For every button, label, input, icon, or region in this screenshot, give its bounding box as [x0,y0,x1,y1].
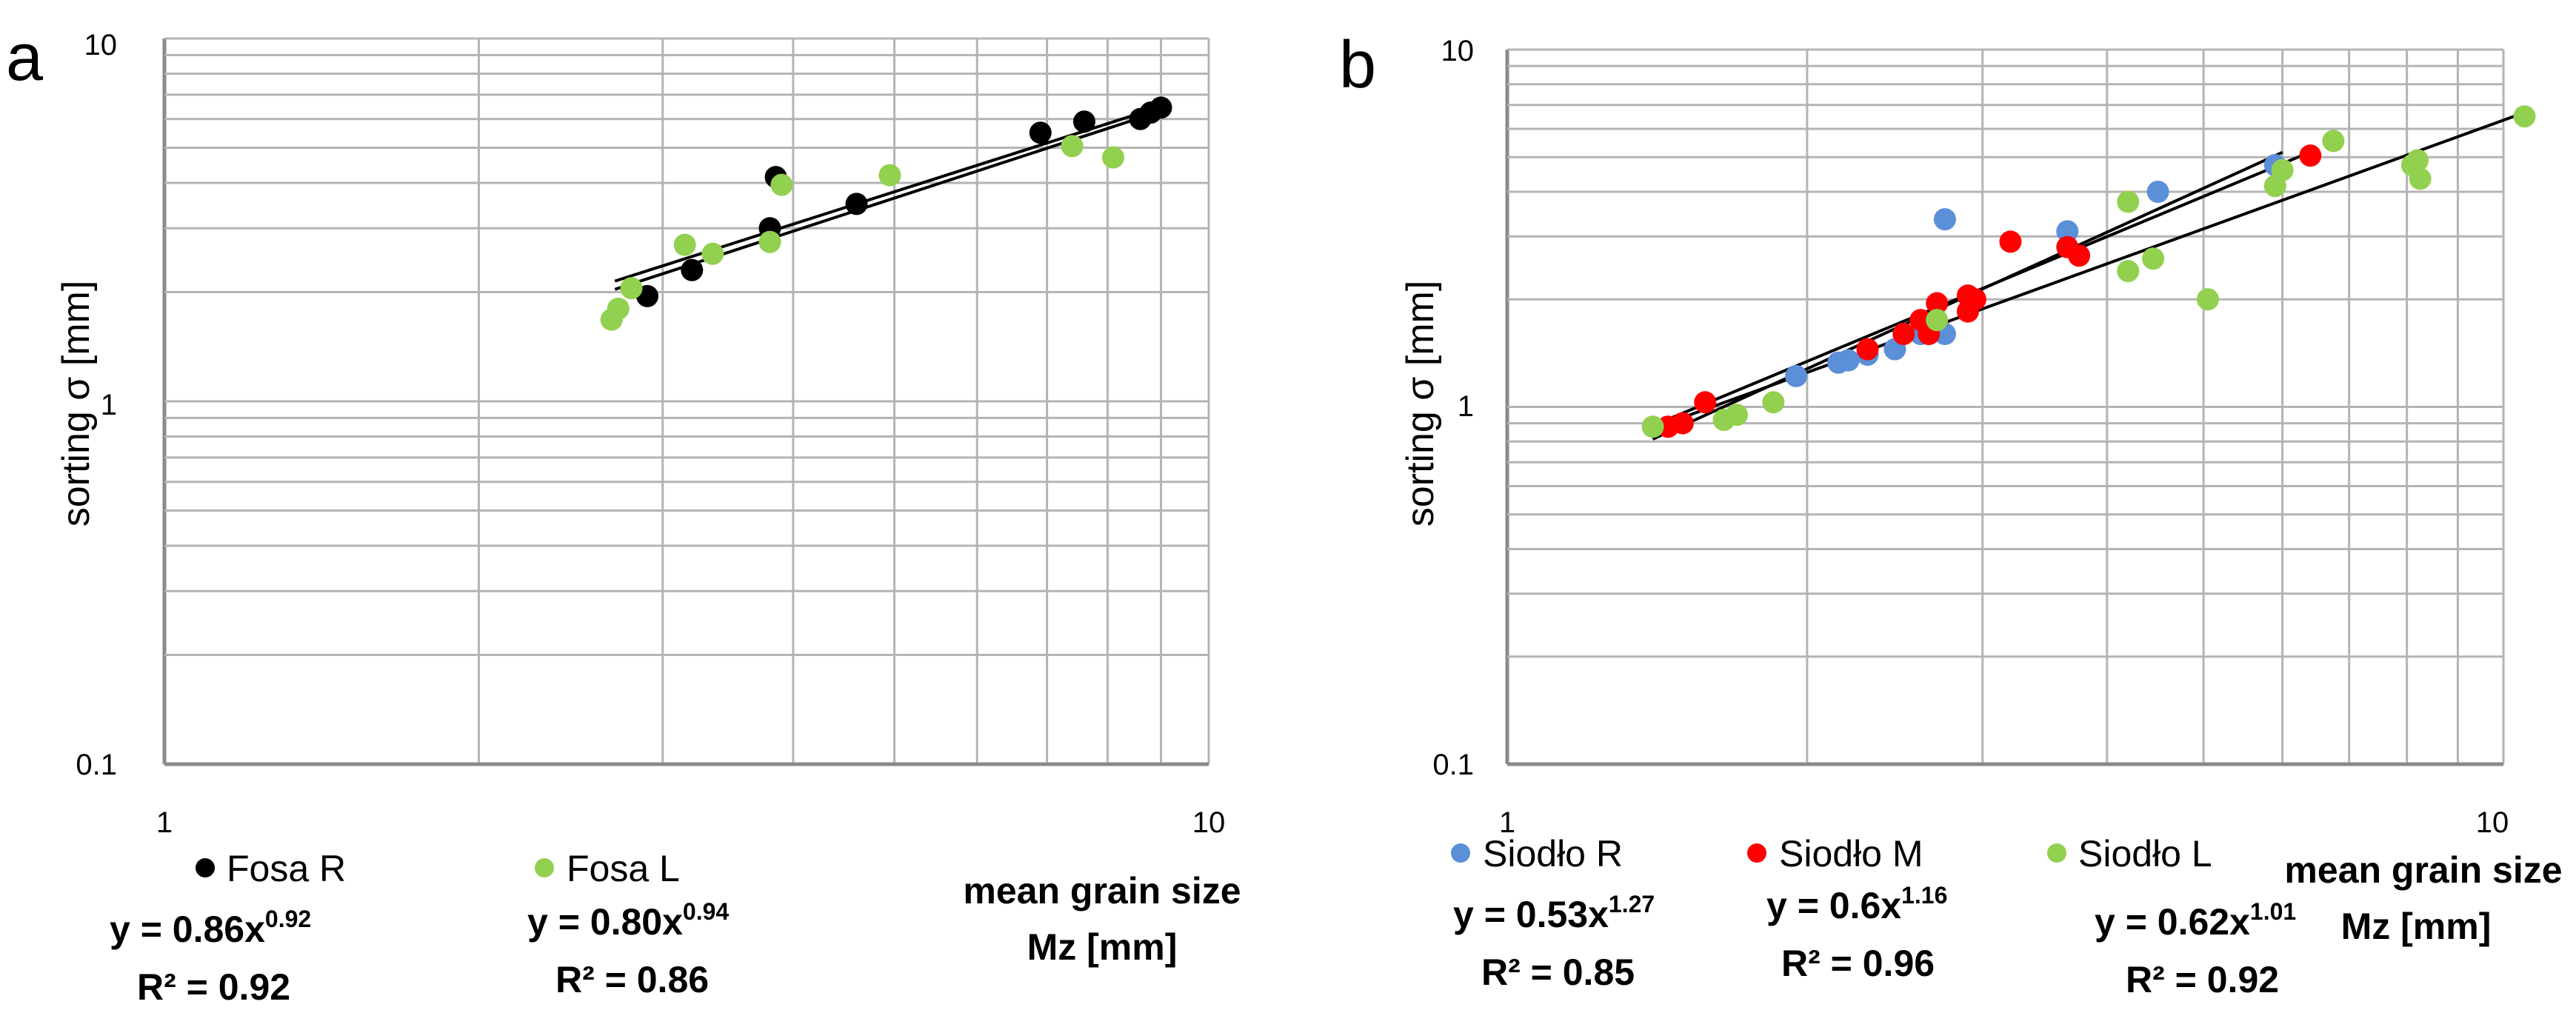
data-point-siodło-r [1837,349,1860,372]
legend-fosa-l-label: Fosa L [567,848,680,889]
fit-line-siodło-m [1652,150,2312,427]
panel-b-ytick-1: 1 [1458,390,1474,423]
panel-a-ytick-10: 10 [84,29,118,61]
panel-b-xlabel-line1: mean grain size [2284,849,2562,891]
panel-b: b 0.1 1 10 1 10 sorting σ [mm] Siodło R … [1339,28,2563,1000]
fosa-r-r2: R² = 0.92 [137,966,290,1008]
panel-b-fit-lines [1652,111,2526,441]
panel-b-xtick-10: 10 [2476,806,2509,839]
legend-siodlo-l-marker [2047,843,2066,863]
data-point-siodło-m [2068,244,2091,267]
data-point-siodło-l [2409,167,2432,190]
data-point-fosa-r [681,258,704,281]
data-point-siodło-l [2196,288,2219,311]
fit-line-fosa-r [614,105,1162,283]
panel-b-xlabel-line2: Mz [mm] [2341,906,2492,947]
fosa-r-equation: y = 0.86x0.92 [110,906,311,950]
legend-fosa-r-marker [196,858,215,877]
data-point-siodło-r [2056,220,2079,243]
panel-a-ylabel: sorting σ [mm] [55,281,98,527]
panel-a-xlabel-line2: Mz [mm] [1027,926,1178,968]
data-point-siodło-l [2513,105,2536,128]
data-point-fosa-l [701,242,724,265]
panel-b-letter: b [1339,28,1376,102]
data-point-fosa-l [673,233,696,256]
data-point-siodło-l [2271,158,2294,181]
data-point-siodło-m [1856,338,1879,361]
data-point-siodło-l [1926,309,1949,332]
legend-siodlo-m-marker [1747,843,1766,863]
siodlo-m-r2: R² = 0.96 [1781,943,1935,984]
data-point-siodło-l [1762,391,1785,414]
panel-a-grid [162,37,1210,766]
legend-siodlo-l-label: Siodło L [2078,833,2212,874]
panel-b-points [1641,105,2536,438]
fosa-l-equation: y = 0.80x0.94 [527,898,729,943]
fit-line-siodło-l [1652,111,2526,430]
panel-a-points [600,96,1172,331]
panel-b-xtick-1: 1 [1499,806,1515,839]
siodlo-r-r2: R² = 0.85 [1481,952,1635,993]
data-point-fosa-l [607,297,630,320]
data-point-fosa-l [620,277,643,300]
data-point-siodło-l [1641,415,1664,438]
legend-siodlo-r-label: Siodło R [1483,833,1623,874]
data-point-siodło-l [2117,260,2140,283]
data-point-fosa-l [878,164,901,187]
data-point-siodło-l [1725,404,1748,427]
data-point-siodło-m [1892,323,1915,346]
legend-fosa-l-marker [535,858,554,877]
panel-a-xlabel-line1: mean grain size [963,870,1241,912]
data-point-fosa-l [758,230,781,253]
data-point-siodło-l [2117,190,2140,213]
legend-fosa-r-label: Fosa R [227,848,346,889]
data-point-fosa-r [1149,96,1172,119]
panel-a-ytick-0.1: 0.1 [76,749,117,781]
data-point-siodło-m [1926,292,1949,315]
siodlo-r-equation: y = 0.53x1.27 [1453,891,1655,935]
data-point-siodło-l [2406,149,2429,172]
fosa-l-r2: R² = 0.86 [555,959,709,1000]
panel-b-grid [1505,48,2505,766]
data-point-siodło-m [1999,230,2022,253]
data-point-fosa-l [1061,135,1084,158]
panel-b-ytick-10: 10 [1441,35,1475,67]
data-point-fosa-l [770,173,793,196]
panel-a: a 0.1 1 10 1 10 sorting σ [mm] Fosa R Fo… [6,21,1241,1008]
data-point-fosa-r [1072,110,1095,133]
panel-a-xtick-10: 10 [1192,806,1226,839]
data-point-siodło-m [1671,412,1694,435]
panel-a-letter: a [6,21,44,95]
data-point-fosa-l [1101,146,1124,169]
panel-b-ylabel: sorting σ [mm] [1399,281,1442,527]
data-point-siodło-m [1694,391,1717,414]
data-point-fosa-r [845,193,868,215]
data-point-siodło-r [2146,181,2169,204]
data-point-siodło-l [2142,247,2165,270]
data-point-fosa-r [1029,121,1052,144]
siodlo-l-equation: y = 0.62x1.01 [2095,898,2296,943]
siodlo-m-equation: y = 0.6x1.16 [1766,882,1947,926]
legend-siodlo-m-label: Siodło M [1779,833,1923,874]
data-point-siodło-m [1963,288,1986,311]
data-point-siodło-m [2299,144,2322,167]
legend-siodlo-r-marker [1451,843,1470,863]
panel-a-xtick-1: 1 [156,806,173,839]
panel-b-ytick-0.1: 0.1 [1432,749,1474,781]
data-point-siodło-l [2322,130,2345,153]
data-point-siodło-r [1785,364,1808,387]
panel-a-ytick-1: 1 [101,389,117,421]
siodlo-l-r2: R² = 0.92 [2126,959,2279,1000]
data-point-siodło-r [1933,208,1956,231]
